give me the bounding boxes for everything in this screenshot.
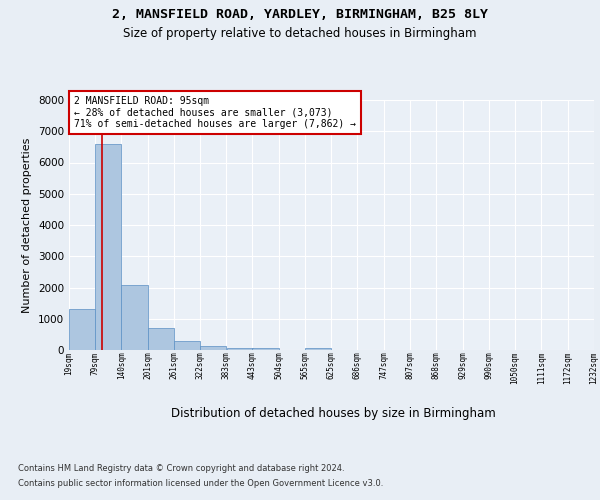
Bar <box>69 310 95 350</box>
Bar <box>121 285 148 350</box>
Text: Distribution of detached houses by size in Birmingham: Distribution of detached houses by size … <box>170 408 496 420</box>
Text: Contains public sector information licensed under the Open Government Licence v3: Contains public sector information licen… <box>18 479 383 488</box>
Text: Contains HM Land Registry data © Crown copyright and database right 2024.: Contains HM Land Registry data © Crown c… <box>18 464 344 473</box>
Bar <box>227 348 253 350</box>
Bar <box>305 348 331 350</box>
Text: 2 MANSFIELD ROAD: 95sqm
← 28% of detached houses are smaller (3,073)
71% of semi: 2 MANSFIELD ROAD: 95sqm ← 28% of detache… <box>74 96 356 129</box>
Bar <box>95 144 121 350</box>
Bar <box>148 328 174 350</box>
Bar <box>200 346 226 350</box>
Text: Size of property relative to detached houses in Birmingham: Size of property relative to detached ho… <box>123 28 477 40</box>
Text: 2, MANSFIELD ROAD, YARDLEY, BIRMINGHAM, B25 8LY: 2, MANSFIELD ROAD, YARDLEY, BIRMINGHAM, … <box>112 8 488 20</box>
Bar <box>253 348 278 350</box>
Bar <box>174 341 200 350</box>
Y-axis label: Number of detached properties: Number of detached properties <box>22 138 32 312</box>
